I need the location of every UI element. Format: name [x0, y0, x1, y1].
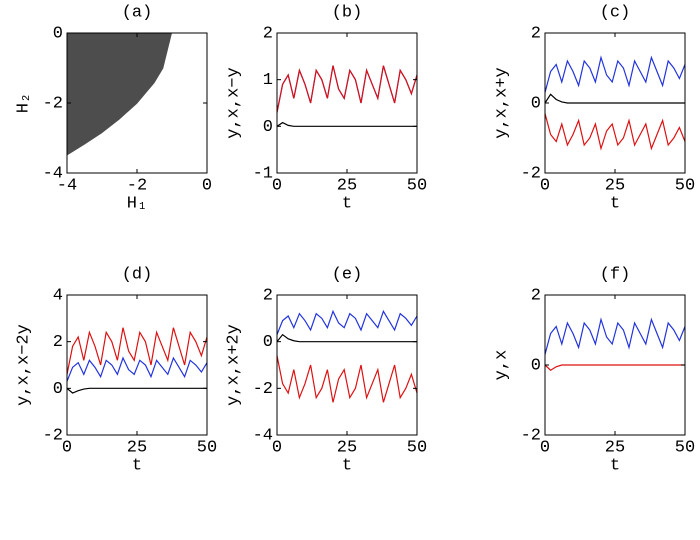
y-tick-label: 2	[531, 286, 541, 305]
panel-title: (e)	[332, 265, 363, 284]
x-tick-label: 25	[337, 438, 357, 457]
x-tick-label: 0	[540, 438, 550, 457]
series-line	[277, 65, 417, 113]
y-tick-label: -2	[43, 426, 63, 445]
series-line	[277, 333, 417, 343]
panel-title: (a)	[122, 3, 153, 22]
x-tick-label: 0	[202, 176, 212, 195]
series-line	[277, 355, 417, 403]
x-axis-label: t	[610, 194, 620, 213]
series-line	[67, 387, 207, 394]
y-axis-label: y,x,x−2y	[14, 324, 33, 406]
x-tick-label: 25	[605, 176, 625, 195]
x-tick-label: 25	[337, 176, 357, 195]
x-axis-label: t	[610, 456, 620, 475]
y-tick-label: 0	[531, 356, 541, 375]
y-tick-label: 0	[53, 24, 63, 43]
y-axis-label: y,x,x+y	[492, 67, 511, 138]
y-tick-label: -1	[253, 164, 273, 183]
panel-title: (d)	[122, 265, 153, 284]
series-line	[277, 121, 417, 127]
series-line	[545, 113, 685, 151]
x-axis-label: H₁	[127, 194, 147, 213]
x-tick-label: 50	[407, 176, 427, 195]
y-tick-label: 2	[531, 24, 541, 43]
y-tick-label: -2	[521, 164, 541, 183]
axes-frame	[276, 32, 418, 174]
y-tick-label: 2	[263, 24, 273, 43]
y-axis-label: y,x,x+2y	[224, 324, 243, 406]
x-tick-label: -2	[127, 176, 147, 195]
y-tick-label: 4	[53, 286, 63, 305]
series-line	[277, 65, 417, 113]
series-line	[545, 55, 685, 93]
series-line	[67, 327, 207, 375]
x-tick-label: 50	[675, 176, 695, 195]
x-tick-label: 50	[197, 438, 217, 457]
x-tick-label: 0	[272, 176, 282, 195]
y-tick-label: -2	[521, 426, 541, 445]
y-tick-label: -2	[253, 380, 273, 399]
x-tick-label: 0	[62, 438, 72, 457]
y-tick-label: 2	[53, 333, 63, 352]
series-line	[545, 317, 685, 355]
series-line	[545, 364, 685, 372]
x-tick-label: 0	[272, 438, 282, 457]
x-tick-label: -4	[57, 176, 77, 195]
y-tick-label: 1	[263, 71, 273, 90]
panel-title: (f)	[600, 265, 631, 284]
y-axis-label: H₂	[14, 93, 33, 113]
y-tick-label: 0	[263, 333, 273, 352]
panel-title: (b)	[332, 3, 363, 22]
y-tick-label: 0	[263, 118, 273, 137]
x-tick-label: 50	[407, 438, 427, 457]
y-axis-label: y,x,x−y	[224, 67, 243, 138]
series-line	[67, 356, 207, 382]
y-tick-label: -4	[253, 426, 273, 445]
x-axis-label: t	[342, 194, 352, 213]
y-tick-label: 2	[263, 286, 273, 305]
y-tick-label: 0	[53, 380, 63, 399]
y-axis-label: y,x	[492, 350, 511, 381]
y-tick-label: 0	[531, 94, 541, 113]
x-tick-label: 25	[605, 438, 625, 457]
y-tick-label: -2	[43, 94, 63, 113]
x-tick-label: 0	[540, 176, 550, 195]
series-line	[277, 309, 417, 335]
x-axis-label: t	[342, 456, 352, 475]
x-tick-label: 25	[127, 438, 147, 457]
x-axis-label: t	[132, 456, 142, 475]
y-tick-label: -4	[43, 164, 63, 183]
region	[67, 33, 172, 156]
panel-title: (c)	[600, 3, 631, 22]
series-line	[545, 93, 685, 104]
x-tick-label: 50	[675, 438, 695, 457]
